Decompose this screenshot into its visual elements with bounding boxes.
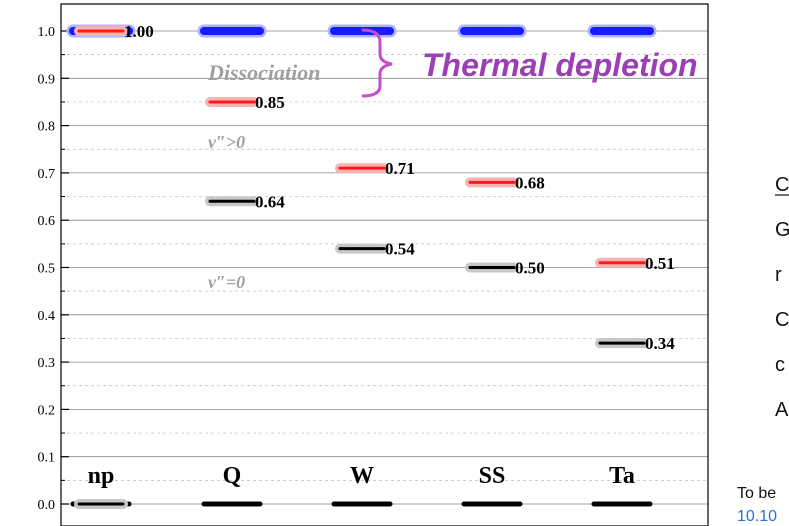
data-marks: 1.00 0.85 0.71 0.68 0.51 0.64 0.54 0.50 0.34 — [66, 22, 675, 509]
side-panel-line-5: c — [775, 354, 785, 376]
y-tick-label: 0.8 — [38, 120, 56, 135]
y-axis: 0.0 0.1 0.2 0.3 0.4 0.5 0.6 0.7 0.8 0.9 1.0 — [38, 25, 69, 513]
plot-frame — [60, 3, 709, 526]
value-label: 0.85 — [255, 93, 285, 112]
y-tick-label: 0.5 — [38, 262, 56, 277]
y-tick-label: 0.0 — [38, 498, 56, 513]
category-label: Q — [223, 463, 242, 489]
thermal-depletion-bracket — [361, 28, 393, 98]
v-eq-0-annotation: v″=0 — [208, 272, 245, 292]
side-panel-line-4: C — [775, 309, 789, 331]
side-panel-line-6: A — [775, 399, 789, 421]
category-label: Ta — [609, 463, 635, 489]
y-tick-label: 1.0 — [38, 25, 56, 40]
y-tick-label: 0.6 — [38, 214, 56, 229]
footer-text: To be — [737, 485, 776, 502]
grid-lines — [61, 30, 708, 505]
dissociation-annotation: Dissociation — [207, 60, 320, 85]
v-gt-0-annotation: v″>0 — [208, 132, 245, 152]
thermal-depletion-annotation: Thermal depletion — [422, 47, 698, 83]
y-tick-label: 0.4 — [38, 309, 56, 324]
value-label: 0.71 — [385, 159, 415, 178]
category-labels: np Q W SS Ta — [88, 463, 635, 489]
value-label: 0.68 — [515, 173, 545, 192]
y-tick-label: 0.1 — [38, 451, 56, 466]
y-tick-label: 0.7 — [38, 167, 56, 182]
footer-link[interactable]: 10.10 — [737, 508, 777, 525]
category-label: SS — [479, 463, 506, 489]
value-label: 1.00 — [124, 22, 154, 41]
y-tick-label: 0.9 — [38, 72, 56, 87]
side-panel-line-1: C — [775, 174, 789, 196]
value-label: 0.64 — [255, 192, 285, 211]
value-label: 0.51 — [645, 254, 675, 273]
category-label: np — [88, 463, 115, 489]
y-tick-label: 0.3 — [38, 356, 56, 371]
value-label: 0.50 — [515, 259, 545, 278]
side-panel-line-2: G — [775, 219, 789, 241]
value-label: 0.54 — [385, 240, 415, 259]
value-label: 0.34 — [645, 334, 675, 353]
category-label: W — [350, 463, 374, 489]
y-tick-label: 0.2 — [38, 403, 56, 418]
side-panel-line-3: r — [775, 264, 782, 286]
